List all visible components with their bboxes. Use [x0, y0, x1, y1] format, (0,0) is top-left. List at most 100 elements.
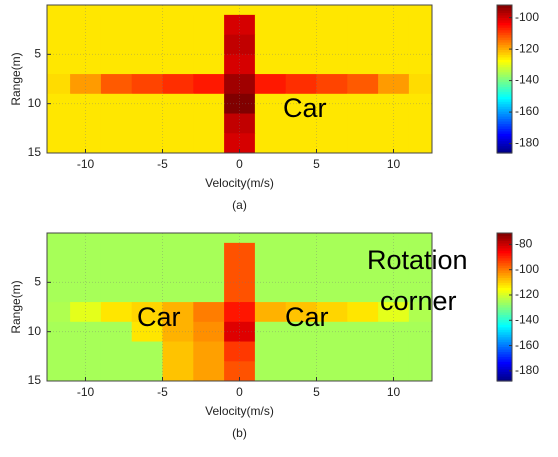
heatmap-cell [285, 321, 317, 343]
heatmap-cell [100, 242, 133, 264]
y-tick-label: 15 [28, 373, 42, 387]
heatmap-cell [193, 302, 225, 323]
heatmap-cell [254, 133, 287, 153]
x-tick-label: 10 [387, 157, 401, 171]
x-axis-label: Velocity(m/s) [205, 404, 274, 418]
heatmap-cell [100, 302, 133, 323]
heatmap-cell [316, 282, 348, 303]
y-tick-label: 15 [28, 145, 42, 159]
heatmap-cell [347, 93, 379, 115]
heatmap-cell [100, 93, 133, 115]
heatmap-cell [224, 361, 256, 381]
y-tick-label: 5 [34, 275, 41, 289]
heatmap-cell [70, 242, 102, 264]
heatmap-cell [347, 242, 379, 264]
heatmap-cell [254, 93, 287, 115]
heatmap-cell [254, 242, 287, 264]
heatmap-cell [378, 14, 410, 36]
heatmap-cell [47, 341, 71, 362]
heatmap-cell [193, 242, 225, 264]
heatmap-cell [285, 34, 317, 55]
colorbar-tick-label: -140 [515, 73, 539, 87]
heatmap-cell [47, 361, 71, 381]
heatmap-cell [378, 113, 410, 134]
heatmap-cell [162, 262, 194, 283]
heatmap-cell [316, 34, 348, 55]
heatmap-cell [254, 341, 287, 362]
y-tick-label: 10 [28, 324, 42, 338]
heatmap-cell [193, 34, 225, 55]
heatmap-cell [378, 262, 410, 283]
heatmap-cell [100, 113, 133, 134]
heatmap-cell [100, 341, 133, 362]
heatmap-cell [347, 361, 379, 381]
heatmap-cell [162, 93, 194, 115]
heatmap-cell [347, 341, 379, 362]
heatmap-cell [378, 74, 410, 95]
heatmap-cell [70, 54, 102, 75]
heatmap-cell [316, 133, 348, 153]
x-axis-label: Velocity(m/s) [205, 176, 274, 190]
y-tick-label: 10 [28, 96, 42, 110]
heatmap-cell [70, 302, 102, 323]
heatmap-cell [224, 74, 256, 95]
heatmap-cell [316, 321, 348, 343]
heatmap-cell [316, 242, 348, 264]
heatmap-cell [162, 341, 194, 362]
heatmap-cell [162, 113, 194, 134]
heatmap-cell [162, 74, 194, 95]
heatmap-cell [100, 54, 133, 75]
heatmap-cell [100, 282, 133, 303]
heatmap-cell [131, 341, 163, 362]
x-tick-label: 10 [387, 385, 401, 399]
heatmap-cell [162, 321, 194, 343]
heatmap-cell [162, 242, 194, 264]
heatmap-cell [131, 262, 163, 283]
heatmap-cell [378, 242, 410, 264]
x-tick-label: -5 [157, 385, 168, 399]
colorbar-tick-label: -140 [515, 312, 539, 326]
heatmap-cell [378, 282, 410, 303]
annotation: corner [380, 286, 457, 316]
heatmap-cell [378, 54, 410, 75]
heatmap-cell [47, 74, 71, 95]
heatmap-cell [254, 361, 287, 381]
heatmap-cell [162, 361, 194, 381]
plot-frame [46, 4, 433, 154]
heatmap-cell [254, 14, 287, 36]
heatmap-cell [100, 133, 133, 153]
heatmap-cell [408, 93, 432, 115]
colorbar-tick-label: -120 [515, 287, 539, 301]
heatmap-cell [316, 302, 348, 323]
colorbar [496, 232, 513, 382]
heatmap-cell [224, 133, 256, 153]
colorbar [496, 4, 513, 154]
heatmap-cell [47, 262, 71, 283]
heatmap-cell [347, 14, 379, 36]
heatmap-cell [100, 34, 133, 55]
heatmap [47, 5, 432, 153]
heatmap-cell [193, 321, 225, 343]
heatmap-cell [347, 113, 379, 134]
annotation: Car [285, 302, 329, 332]
heatmap-cell [347, 321, 379, 343]
heatmap-cell [285, 242, 317, 264]
heatmap-cell [378, 302, 410, 323]
colorbar-tick-label: -160 [515, 104, 539, 118]
caption: (b) [232, 426, 247, 440]
heatmap-cell [285, 113, 317, 134]
heatmap-cell [408, 361, 432, 381]
heatmap-cell [47, 321, 71, 343]
heatmap-cell [70, 133, 102, 153]
heatmap-cell [193, 113, 225, 134]
heatmap-cell [224, 113, 256, 134]
heatmap-cell [70, 34, 102, 55]
heatmap-cell [378, 321, 410, 343]
heatmap-cell [131, 321, 163, 343]
heatmap [47, 233, 432, 381]
heatmap-cell [193, 341, 225, 362]
heatmap-cell [347, 34, 379, 55]
heatmap-cell [193, 14, 225, 36]
heatmap-cell [47, 34, 71, 55]
heatmap-cell [316, 14, 348, 36]
